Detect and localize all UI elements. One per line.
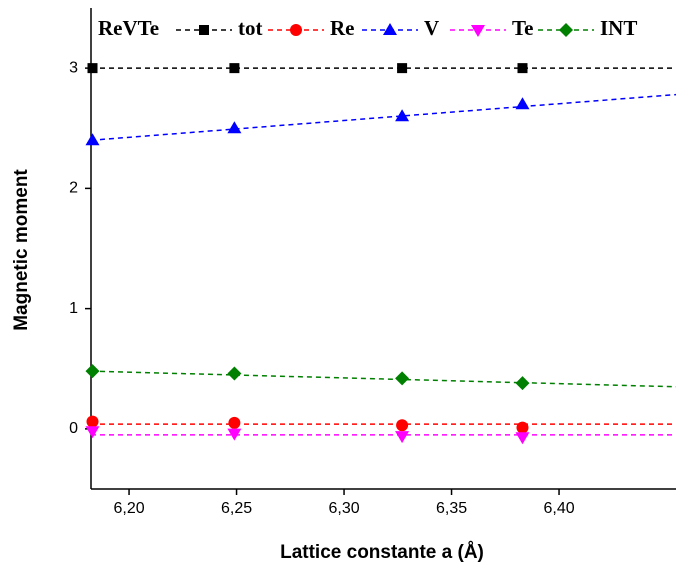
x-tick-label: 6,35 — [436, 500, 467, 517]
x-tick-label: 6,40 — [543, 500, 574, 517]
marker — [383, 23, 397, 35]
legend-label: Te — [512, 16, 533, 40]
marker — [471, 25, 485, 37]
legend-label: V — [424, 16, 439, 40]
y-tick-label: 2 — [69, 180, 78, 197]
marker — [395, 109, 410, 122]
marker — [515, 376, 530, 391]
legend-title: ReVTe — [98, 16, 159, 40]
x-tick-label: 6,20 — [113, 500, 144, 517]
marker — [290, 24, 302, 36]
marker — [515, 97, 530, 110]
marker — [199, 25, 209, 35]
legend-label: tot — [238, 16, 263, 40]
legend-label: INT — [600, 16, 637, 40]
fit-line — [90, 370, 677, 388]
y-tick-label: 3 — [69, 59, 78, 76]
marker — [397, 63, 408, 74]
x-axis-label: Lattice constante a (Å) — [280, 542, 484, 563]
marker — [396, 419, 409, 432]
marker — [559, 23, 573, 37]
marker — [227, 366, 242, 381]
legend-label: Re — [330, 16, 355, 40]
y-tick-label: 0 — [69, 420, 78, 437]
marker — [85, 364, 100, 379]
marker — [395, 371, 410, 386]
marker — [86, 415, 99, 428]
marker — [85, 426, 100, 439]
marker — [85, 133, 100, 146]
marker — [516, 421, 529, 434]
y-tick-label: 1 — [69, 300, 78, 317]
y-axis-label: Magnetic moment — [11, 169, 32, 331]
x-tick-label: 6,30 — [328, 500, 359, 517]
marker — [227, 121, 242, 134]
marker — [515, 432, 530, 445]
marker — [395, 431, 410, 444]
marker — [229, 63, 240, 74]
marker — [87, 63, 98, 74]
x-tick-label: 6,25 — [221, 500, 252, 517]
fit-line — [90, 93, 677, 142]
marker — [228, 416, 241, 429]
marker — [517, 63, 528, 74]
marker — [227, 428, 242, 441]
